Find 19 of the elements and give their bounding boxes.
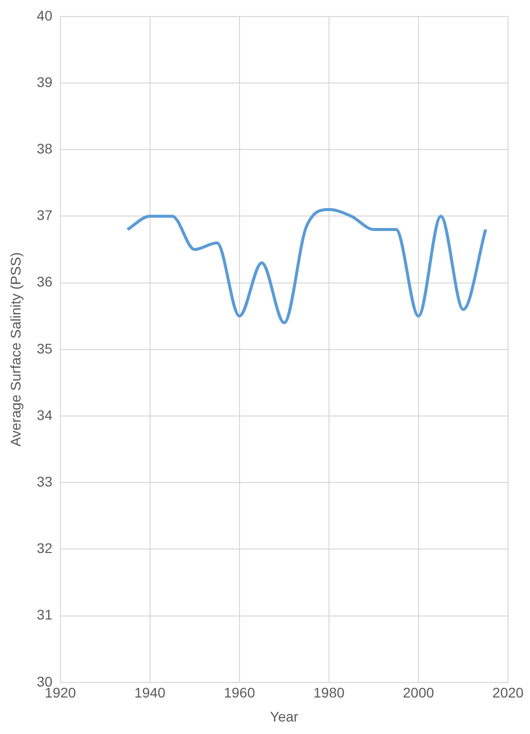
y-tick-label: 39 [36,74,53,90]
y-tick-label: 32 [36,540,53,556]
y-axis-title: Average Surface Salinity (PSS) [7,252,24,447]
y-tick-label: 40 [36,7,53,24]
y-tick-label: 38 [36,140,53,156]
y-tick-label: 37 [36,207,53,224]
y-tick-label: 34 [36,406,53,423]
x-tick-label: 2020 [492,684,524,701]
y-tick-label: 35 [36,340,53,356]
y-tick-label: 30 [36,673,53,690]
line-series [126,208,488,324]
x-tick-label: 2000 [402,684,434,701]
x-axis-title: Year [270,708,299,724]
y-tick-label: 33 [36,473,53,490]
x-tick-label: 1960 [224,684,256,701]
y-tick-label: 31 [36,606,53,623]
x-tick-label: 1940 [134,684,166,701]
y-tick-label: 36 [36,274,53,290]
x-tick-label: 1980 [313,684,345,701]
